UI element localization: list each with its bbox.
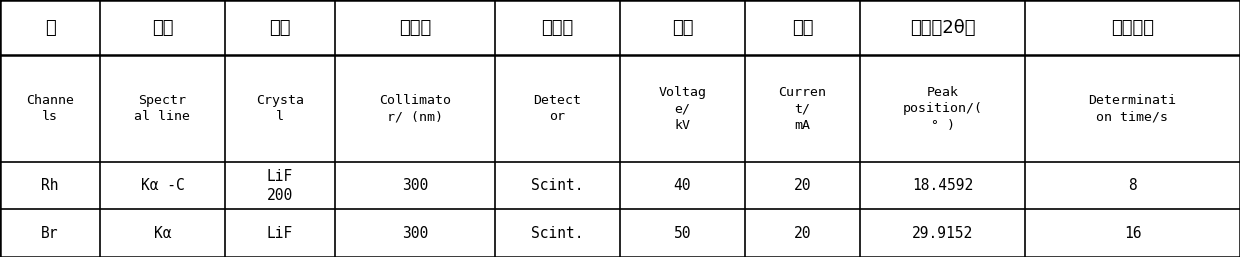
Text: Determinati
on time/s: Determinati on time/s xyxy=(1089,94,1177,123)
Text: 300: 300 xyxy=(402,226,428,241)
Text: 16: 16 xyxy=(1123,226,1141,241)
Text: 晶体: 晶体 xyxy=(269,19,290,37)
Text: Detect
or: Detect or xyxy=(533,94,582,123)
Text: Scint.: Scint. xyxy=(531,226,584,241)
Text: LiF
200: LiF 200 xyxy=(267,169,293,203)
Text: 测定时间: 测定时间 xyxy=(1111,19,1154,37)
Text: 20: 20 xyxy=(794,226,811,241)
Text: 探测器: 探测器 xyxy=(542,19,574,37)
Text: LiF: LiF xyxy=(267,226,293,241)
Text: 29.9152: 29.9152 xyxy=(911,226,973,241)
Text: Curren
t/
mA: Curren t/ mA xyxy=(779,86,827,132)
Text: Kα -C: Kα -C xyxy=(140,178,185,193)
Text: Crysta
l: Crysta l xyxy=(255,94,304,123)
Text: 300: 300 xyxy=(402,178,428,193)
Text: 准直器: 准直器 xyxy=(399,19,432,37)
Text: 峰位（2θ）: 峰位（2θ） xyxy=(910,19,975,37)
Text: Spectr
al line: Spectr al line xyxy=(134,94,191,123)
Text: 50: 50 xyxy=(673,226,691,241)
Text: Channe
ls: Channe ls xyxy=(26,94,74,123)
Text: 谱线: 谱线 xyxy=(151,19,174,37)
Text: 40: 40 xyxy=(673,178,691,193)
Text: Rh: Rh xyxy=(41,178,58,193)
Text: 道: 道 xyxy=(45,19,56,37)
Text: 20: 20 xyxy=(794,178,811,193)
Text: Scint.: Scint. xyxy=(531,178,584,193)
Text: Peak
position/(
° ): Peak position/( ° ) xyxy=(903,86,982,132)
Text: 18.4592: 18.4592 xyxy=(911,178,973,193)
Text: Br: Br xyxy=(41,226,58,241)
Text: 电压: 电压 xyxy=(672,19,693,37)
Text: 电流: 电流 xyxy=(792,19,813,37)
Text: Voltag
e/
kV: Voltag e/ kV xyxy=(658,86,707,132)
Text: 8: 8 xyxy=(1128,178,1137,193)
Text: Collimato
r/ (nm): Collimato r/ (nm) xyxy=(379,94,451,123)
Text: Kα: Kα xyxy=(154,226,171,241)
